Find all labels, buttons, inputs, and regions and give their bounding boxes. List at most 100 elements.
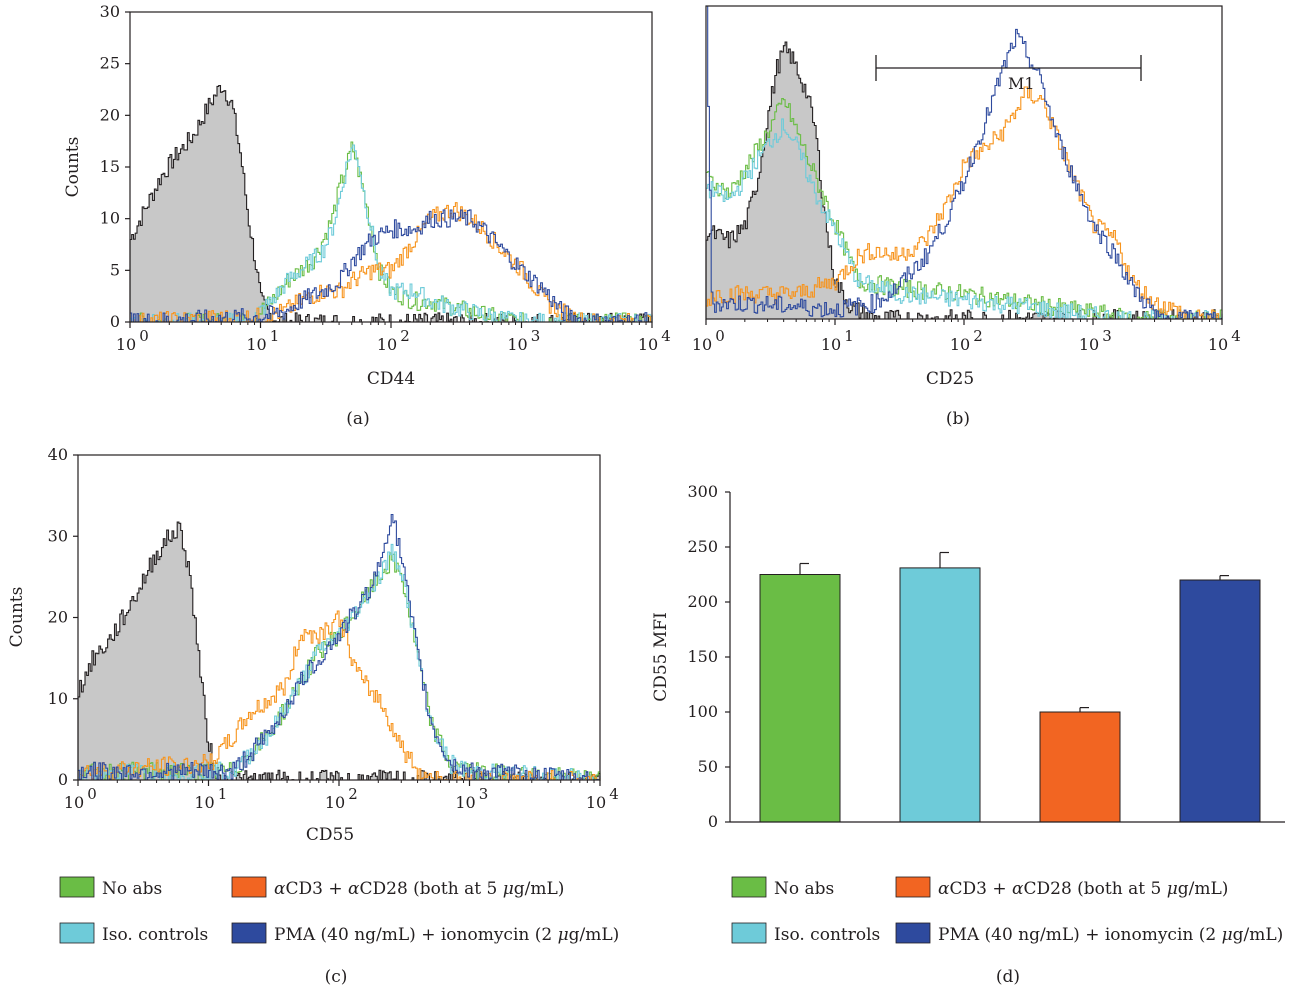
panel-c-series-pma-ionomycin: [78, 513, 601, 781]
panel-c-label: (c): [325, 967, 348, 987]
panel-a-x-tick-exponent: 2: [400, 327, 410, 345]
panel-a-y-tick-label: 10: [100, 209, 120, 228]
legend-c-swatch-acd3-acd28: [231, 876, 267, 898]
panel-d-y-tick-label: 100: [687, 702, 718, 721]
panel-b-x-tick-exponent: 3: [1102, 327, 1112, 345]
panel-d-bar-acd3-acd28: [1039, 711, 1121, 823]
panel-a-x-axis-title: CD44: [367, 369, 415, 389]
panel-c-legend: No abs Iso. controls αCD3 + αCD28 (both …: [59, 876, 619, 987]
panel-c-y-tick-label: 40: [48, 445, 68, 464]
panel-b-series-acd3-acd28-line: [706, 86, 1222, 320]
panel-a-x-tick-label: 10: [246, 335, 266, 354]
panel-b-histogram: 10 0 10 1 10 2 10 3 10 4 M1 CD25 (b): [692, 5, 1241, 429]
panel-c-y-tick-label: 20: [48, 608, 68, 627]
panel-d-y-tick-label: 300: [687, 482, 718, 501]
panel-b-x-tick-exponent: 2: [973, 327, 983, 345]
panel-a-x-tick-label: 10: [638, 335, 658, 354]
panel-a-y-tick-label: 25: [100, 54, 120, 73]
panel-b-label: (b): [946, 409, 970, 429]
panel-c-x-tick-label: 10: [455, 793, 475, 812]
panel-d-bar-no-abs: [759, 574, 841, 823]
panel-a-x-tick-exponent: 1: [270, 327, 280, 345]
panel-a-y-ticks: 0 5 10 15 20 25 30: [100, 2, 130, 331]
legend-c-label-iso-controls: Iso. controls: [102, 925, 208, 945]
panel-a-x-tick-exponent: 4: [661, 327, 671, 345]
panel-c-y-tick-label: 30: [48, 526, 68, 545]
panel-a-series-pma-ionomycin: [130, 209, 653, 323]
panel-c-x-ticks: 10 0 10 1 10 2 10 3 10 4: [64, 780, 619, 812]
panel-a-y-tick-label: 0: [110, 312, 120, 331]
panel-d-y-tick-label: 0: [708, 812, 718, 831]
m1-gate-label: M1: [1008, 74, 1035, 93]
panel-d-y-tick-label: 200: [687, 592, 718, 611]
panel-d-y-tick-label: 50: [698, 757, 718, 776]
legend-d-swatch-iso-controls: [731, 922, 767, 944]
panel-c-plot-area: [77, 513, 601, 781]
panel-d-legend: No abs Iso. controls αCD3 + αCD28 (both …: [731, 876, 1283, 987]
panel-a-y-tick-label: 30: [100, 2, 120, 21]
panel-b-plot-area: [705, 5, 1223, 320]
panel-a-y-tick-label: 5: [110, 260, 120, 279]
panel-b-x-tick-exponent: 1: [844, 327, 854, 345]
panel-d-bars: [759, 551, 1261, 823]
panel-c-x-tick-label: 10: [64, 793, 84, 812]
panel-b-x-tick-label: 10: [692, 335, 712, 354]
legend-d-swatch-acd3-acd28: [895, 876, 931, 898]
panel-b-x-ticks: 10 0 10 1 10 2 10 3 10 4: [692, 319, 1241, 354]
panel-a-x-tick-label: 10: [377, 335, 397, 354]
panel-a-y-axis-title: Counts: [63, 137, 83, 198]
panel-d-y-axis-title: CD55 MFI: [651, 612, 671, 702]
panel-c-x-tick-exponent: 0: [87, 785, 97, 803]
panel-c-y-tick-label: 0: [58, 770, 68, 789]
panel-c-x-tick-label: 10: [325, 793, 345, 812]
panel-c-x-tick-exponent: 3: [479, 785, 489, 803]
panel-c-x-tick-exponent: 1: [218, 785, 228, 803]
legend-d-label-acd3-acd28: αCD3 + αCD28 (both at 5 μg/mL): [938, 879, 1228, 899]
panel-a-x-tick-exponent: 3: [531, 327, 541, 345]
legend-c-swatch-iso-controls: [59, 922, 95, 944]
panel-b-series-pma-ionomycin: [706, 5, 1223, 320]
panel-b-x-tick-exponent: 0: [715, 327, 725, 345]
panel-b-x-tick-exponent: 4: [1231, 327, 1241, 345]
m1-gate-marker: M1: [875, 55, 1142, 93]
panel-b-x-axis-title: CD25: [926, 369, 974, 389]
panel-d-bar-iso-controls: [899, 567, 981, 823]
panel-a-y-tick-label: 20: [100, 105, 120, 124]
panel-b-x-tick-label: 10: [1208, 335, 1228, 354]
panel-d-y-ticks: 0 50 100 150 200 250 300: [687, 482, 730, 831]
panel-c-y-tick-label: 10: [48, 689, 68, 708]
panel-c-x-tick-label: 10: [586, 793, 606, 812]
legend-c-label-pma-ionomycin: PMA (40 ng/mL) + ionomycin (2 μg/mL): [274, 925, 619, 945]
panel-b-x-tick-label: 10: [1079, 335, 1099, 354]
panel-b-series-unstained: [705, 41, 1223, 320]
panel-b-series-iso-controls: [706, 118, 1223, 320]
panel-b-x-tick-label: 10: [950, 335, 970, 354]
panel-c-x-tick-exponent: 2: [348, 785, 358, 803]
legend-c-swatch-no-abs: [59, 876, 95, 898]
panel-d-bar-chart: 0 50 100 150 200 250 300 CD55 MFI: [651, 482, 1285, 831]
panel-a-x-tick-label: 10: [507, 335, 527, 354]
panel-c-x-tick-exponent: 4: [609, 785, 619, 803]
panel-a-x-ticks: 10 0 10 1 10 2 10 3 10 4: [116, 322, 671, 354]
panel-a-label: (a): [346, 409, 369, 429]
legend-c-label-acd3-acd28: αCD3 + αCD28 (both at 5 μg/mL): [274, 879, 564, 899]
panel-a-plot-area: [129, 84, 653, 323]
panel-d-bar-pma-ionomycin: [1179, 579, 1261, 823]
legend-d-label-pma-ionomycin: PMA (40 ng/mL) + ionomycin (2 μg/mL): [938, 925, 1283, 945]
panel-c-x-axis-title: CD55: [306, 825, 354, 845]
panel-c-series-unstained: [77, 521, 601, 781]
legend-c-swatch-pma-ionomycin: [231, 922, 267, 944]
legend-d-swatch-pma-ionomycin: [895, 922, 931, 944]
panel-d-label: (d): [996, 967, 1020, 987]
panel-a-y-tick-label: 15: [100, 157, 120, 176]
panel-c-x-tick-label: 10: [194, 793, 214, 812]
panel-d-y-tick-label: 250: [687, 537, 718, 556]
panel-b-x-tick-label: 10: [821, 335, 841, 354]
legend-d-swatch-no-abs: [731, 876, 767, 898]
legend-d-label-iso-controls: Iso. controls: [774, 925, 880, 945]
panel-c-y-axis-title: Counts: [7, 587, 27, 648]
panel-a-x-tick-exponent: 0: [139, 327, 149, 345]
